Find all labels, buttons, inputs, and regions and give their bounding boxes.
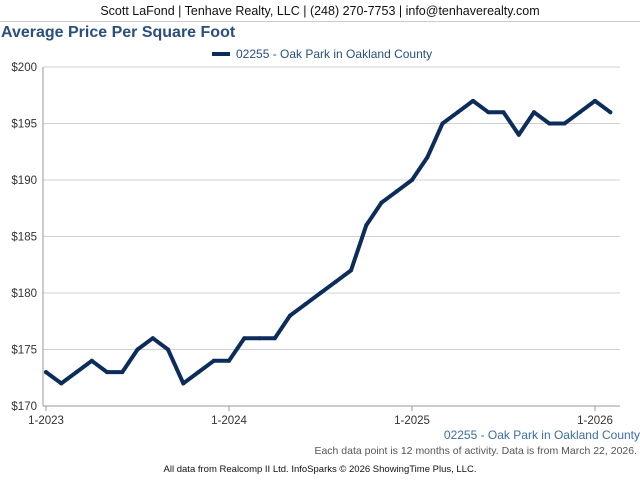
footer-note: Each data point is 12 months of activity… <box>314 445 637 457</box>
x-tick-label: 1-2023 <box>28 415 64 427</box>
data-point <box>425 155 430 160</box>
axes <box>42 67 620 411</box>
data-point <box>105 370 109 375</box>
chart-title: Average Price Per Square Foot <box>1 24 236 41</box>
x-tick-label: 1-2024 <box>211 415 247 427</box>
y-tick-label: $200 <box>11 62 37 74</box>
data-point <box>120 370 125 375</box>
data-point <box>318 291 323 295</box>
data-point <box>181 381 186 386</box>
legend-swatch <box>212 52 230 56</box>
data-point <box>74 370 79 375</box>
data-point <box>410 178 414 182</box>
y-tick-label: $175 <box>11 345 37 357</box>
data-point <box>303 302 308 307</box>
data-point <box>242 336 247 341</box>
chart-legend[interactable]: 02255 - Oak Park in Oakland County <box>212 46 432 62</box>
y-tick-label: $190 <box>11 175 37 187</box>
y-tick-label: $185 <box>11 232 37 244</box>
data-point <box>59 381 64 386</box>
x-tick-label: 1-2026 <box>577 415 613 427</box>
data-point <box>516 132 521 137</box>
x-tick-label: 1-2025 <box>394 415 430 427</box>
data-points <box>44 98 613 386</box>
data-point <box>135 347 140 352</box>
legend-label: 02255 - Oak Park in Oakland County <box>236 47 433 61</box>
data-point <box>196 370 201 375</box>
grid-lines <box>43 66 620 350</box>
data-point <box>211 358 216 363</box>
data-point <box>547 121 552 126</box>
data-point <box>379 200 384 205</box>
footer-series-label: 02255 - Oak Park in Oakland County <box>443 428 640 442</box>
data-point <box>272 336 277 341</box>
y-tick-label: $195 <box>11 119 37 131</box>
data-point <box>288 313 292 318</box>
series-line-oak-park <box>44 98 613 386</box>
data-point <box>577 110 582 115</box>
data-point <box>394 189 399 194</box>
data-point <box>44 370 48 375</box>
data-point <box>471 98 475 103</box>
data-point <box>593 98 597 103</box>
data-point <box>608 110 613 115</box>
data-point <box>333 279 338 284</box>
data-point <box>89 358 94 363</box>
tick-labels: $170 $175 $180 $185 $190 $195 $200 1-2023 1-2024… <box>11 62 613 427</box>
data-point <box>562 121 567 126</box>
data-point <box>257 336 262 341</box>
data-point <box>532 110 536 115</box>
data-point <box>150 336 155 341</box>
data-point <box>364 223 369 228</box>
series-lines <box>44 98 613 386</box>
data-point <box>455 110 460 115</box>
footer-copyright: All data from Realcomp II Ltd. InfoSpark… <box>163 464 477 475</box>
y-tick-label: $170 <box>11 401 37 413</box>
data-point <box>501 110 506 115</box>
contact-header: Scott LaFond | Tenhave Realty, LLC | (24… <box>0 0 640 22</box>
data-point <box>486 110 491 115</box>
data-point <box>227 358 231 363</box>
y-tick-label: $180 <box>11 288 37 300</box>
data-point <box>166 347 170 352</box>
data-point <box>440 121 445 126</box>
data-point <box>349 268 353 273</box>
